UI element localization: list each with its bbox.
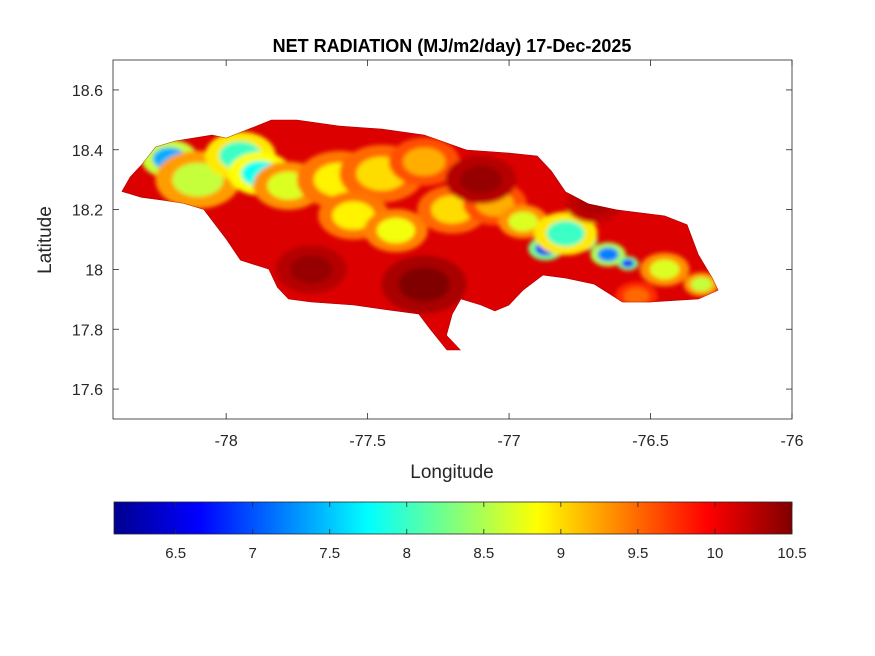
colorbar-tick-label: 9	[557, 545, 565, 562]
field-anomaly-core-1	[172, 162, 224, 197]
colorbar: 6.5 7 7.5 8 8.5 9 9.5 10 10.5	[113, 501, 807, 562]
colorbar-tick-label: 10.5	[777, 545, 806, 562]
field-anomaly-core-19	[690, 277, 713, 292]
field-anomaly-core-20	[623, 287, 650, 305]
colorbar-gradient	[113, 501, 793, 535]
colorbar-ticks: 6.5 7 7.5 8 8.5 9 9.5 10 10.5	[165, 502, 807, 562]
field-anomaly-core-12	[508, 211, 539, 232]
x-tick-label: -76.5	[632, 433, 669, 450]
y-tick-label: 17.6	[72, 382, 103, 399]
field-anomaly-core-16	[621, 259, 635, 268]
field-anomaly-core-15	[597, 247, 619, 262]
field-anomaly-core-18	[649, 259, 680, 280]
colorbar-tick-label: 8	[403, 545, 411, 562]
y-tick-label: 18.6	[72, 83, 103, 100]
y-axis-label: Latitude	[35, 206, 56, 274]
colorbar-tick-label: 9.5	[627, 545, 648, 562]
field-anomaly-core-7	[402, 147, 446, 176]
y-tick-label: 18.4	[72, 143, 103, 160]
field-anomaly-core-17	[546, 220, 585, 247]
x-axis-label: Longitude	[410, 462, 493, 483]
y-tick-label: 18.2	[72, 203, 103, 220]
plot-area: -78 -77.5 -77 -76.5 -76 17.6 17.8 18 18.2 18.4 18…	[72, 59, 804, 450]
field-anomaly-core-10	[431, 195, 474, 224]
field-anomaly-core-21	[398, 267, 450, 302]
colorbar-tick-label: 7.5	[319, 545, 340, 562]
x-tick-label: -77	[498, 433, 521, 450]
x-tick-label: -78	[215, 433, 238, 450]
colorbar-tick-label: 10	[707, 545, 724, 562]
y-tick-label: 18	[85, 262, 103, 279]
colorbar-tick-label: 7	[249, 545, 257, 562]
axes-box	[112, 59, 793, 420]
colorbar-tick-label: 8.5	[473, 545, 494, 562]
x-tick-label: -77.5	[349, 433, 386, 450]
chart-title: NET RADIATION (MJ/m2/day) 17-Dec-2025	[273, 36, 632, 56]
x-tick-label: -76	[780, 433, 803, 450]
field-anomaly-core-23	[459, 165, 503, 194]
y-tick-label: 17.8	[72, 322, 103, 339]
field-anomaly-core-8	[332, 201, 375, 230]
x-axis-ticks: -78 -77.5 -77 -76.5 -76	[215, 60, 804, 450]
field-anomaly-core-9	[376, 217, 416, 244]
y-axis-ticks: 17.6 17.8 18 18.2 18.4 18.6	[72, 83, 792, 399]
field-anomaly-core-22	[289, 255, 333, 284]
colorbar-tick-label: 6.5	[165, 545, 186, 562]
